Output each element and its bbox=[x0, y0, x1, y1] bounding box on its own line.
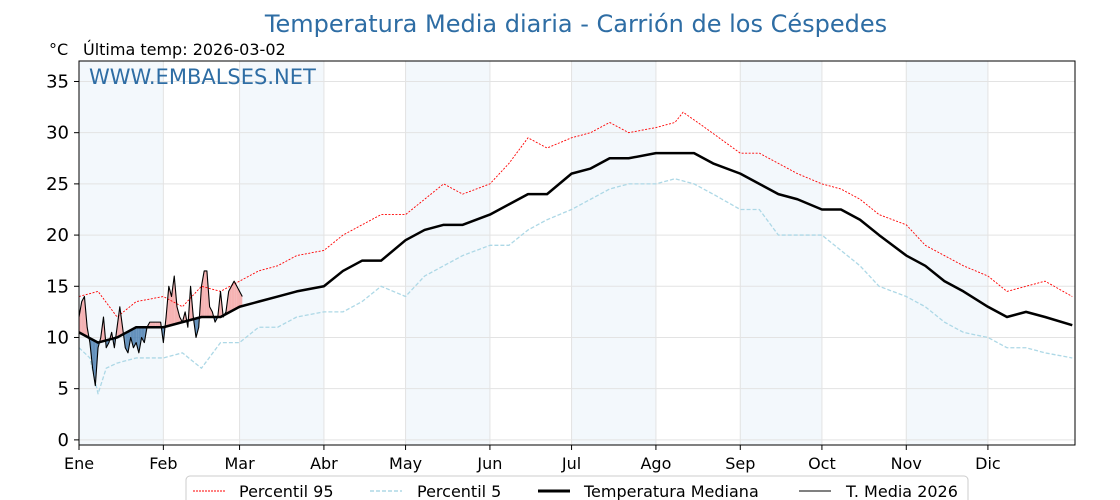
legend-p5-label: Percentil 5 bbox=[417, 482, 501, 500]
x-tick-label: Jun bbox=[476, 454, 502, 473]
below-median-fill bbox=[133, 327, 137, 348]
above-median-fill bbox=[155, 322, 158, 328]
legend: Percentil 95 Percentil 5 Temperatura Med… bbox=[185, 475, 969, 500]
above-median-fill bbox=[79, 301, 82, 334]
x-tick-label: Jul bbox=[561, 454, 581, 473]
above-median-fill bbox=[171, 276, 175, 326]
x-tick-label: Sep bbox=[725, 454, 755, 473]
current-line bbox=[78, 270, 243, 387]
above-median-fill bbox=[204, 270, 207, 317]
x-tick-label: May bbox=[389, 454, 422, 473]
above-median-fill bbox=[168, 286, 172, 326]
above-median-fill bbox=[157, 322, 161, 328]
month-band bbox=[79, 61, 164, 445]
x-tick-label: Mar bbox=[224, 454, 255, 473]
above-median-fill bbox=[231, 281, 235, 312]
below-median-fill bbox=[196, 317, 199, 338]
chart-title: Temperatura Media diaria - Carrión de lo… bbox=[264, 10, 887, 38]
p5-line bbox=[78, 178, 1073, 395]
y-tick-label: 20 bbox=[46, 225, 69, 246]
y-tick-label: 5 bbox=[58, 379, 69, 400]
y-tick-label: 0 bbox=[58, 430, 69, 451]
above-median-fill bbox=[149, 322, 153, 328]
month-band bbox=[239, 61, 324, 445]
y-tick-label: 30 bbox=[46, 123, 69, 144]
above-median-fill bbox=[236, 286, 240, 309]
y-tick-label: 15 bbox=[46, 276, 69, 297]
month-band bbox=[906, 61, 988, 445]
x-tick-label: Nov bbox=[891, 454, 922, 473]
y-tick-label: 10 bbox=[46, 327, 69, 348]
y-tick-label: 35 bbox=[46, 71, 69, 92]
x-tick-label: Feb bbox=[149, 454, 177, 473]
y-tick-label: 25 bbox=[46, 174, 69, 195]
x-tick-label: Oct bbox=[808, 454, 836, 473]
unit-label: °C bbox=[49, 40, 68, 59]
last-temp-subtitle: Última temp: 2026-03-02 bbox=[83, 40, 286, 59]
above-median-fill bbox=[234, 281, 237, 310]
above-median-fill bbox=[81, 296, 85, 336]
above-median-fill bbox=[209, 306, 213, 317]
legend-median-label: Temperatura Mediana bbox=[583, 482, 759, 500]
p95-line bbox=[78, 111, 1073, 318]
legend-p95-label: Percentil 95 bbox=[239, 482, 334, 500]
month-band bbox=[571, 61, 656, 445]
month-band bbox=[405, 61, 490, 445]
legend-current-label: T. Media 2026 bbox=[845, 482, 958, 500]
watermark: WWW.EMBALSES.NET bbox=[89, 65, 316, 89]
x-tick-label: Dic bbox=[975, 454, 1001, 473]
below-median-fill bbox=[92, 339, 96, 386]
below-median-fill bbox=[136, 327, 139, 353]
x-tick-label: Ene bbox=[64, 454, 94, 473]
below-median-fill bbox=[130, 328, 134, 348]
x-tick-label: Abr bbox=[310, 454, 338, 473]
x-tick-label: Ago bbox=[640, 454, 671, 473]
median-line bbox=[78, 151, 1073, 344]
below-median-fill bbox=[125, 331, 128, 353]
above-median-fill bbox=[152, 322, 156, 328]
month-band bbox=[740, 61, 822, 445]
plot-frame bbox=[78, 60, 1076, 446]
above-median-fill bbox=[228, 286, 232, 313]
